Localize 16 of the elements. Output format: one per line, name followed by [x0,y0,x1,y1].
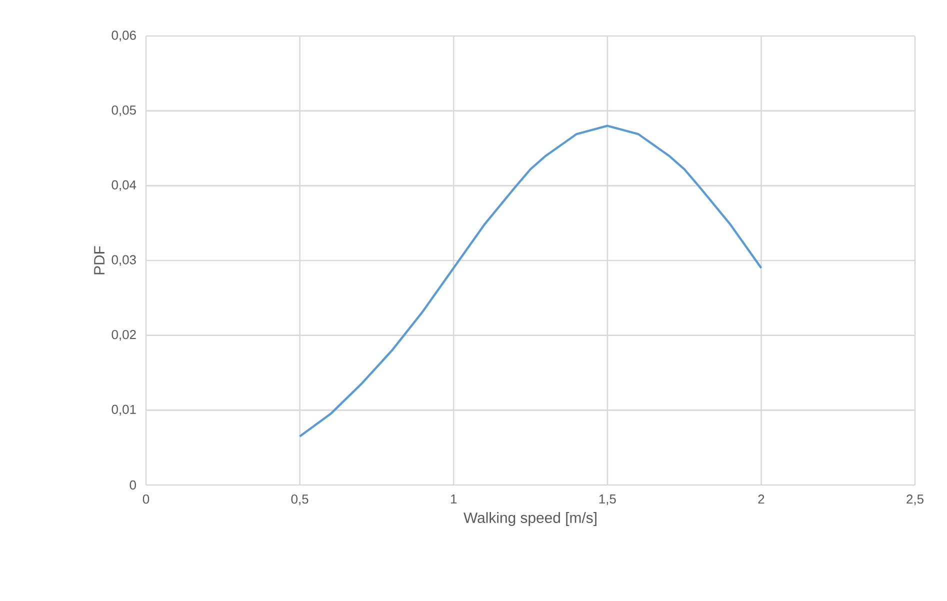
x-tick-label: 2,5 [906,494,924,506]
line-series [298,124,762,438]
x-tick-label: 0,5 [291,494,308,506]
y-tick-label: 0,06 [112,30,136,42]
x-tick-label: 1,5 [599,494,616,506]
y-tick-label: 0,03 [112,255,136,266]
y-tick-label: 0,01 [112,404,136,416]
x-tick-label: 2 [758,494,764,504]
y-tick-label: 0,02 [112,330,136,341]
y-tick-label: 0 [130,480,136,490]
x-tick-label: 0 [142,494,150,504]
y-axis-title: PDF [94,246,104,274]
x-axis-title: Walking speed [m/s] [464,512,596,526]
y-tick-label: 0,05 [112,105,136,116]
x-tick-label: 1 [450,494,457,504]
y-tick-label: 0,04 [112,180,136,192]
